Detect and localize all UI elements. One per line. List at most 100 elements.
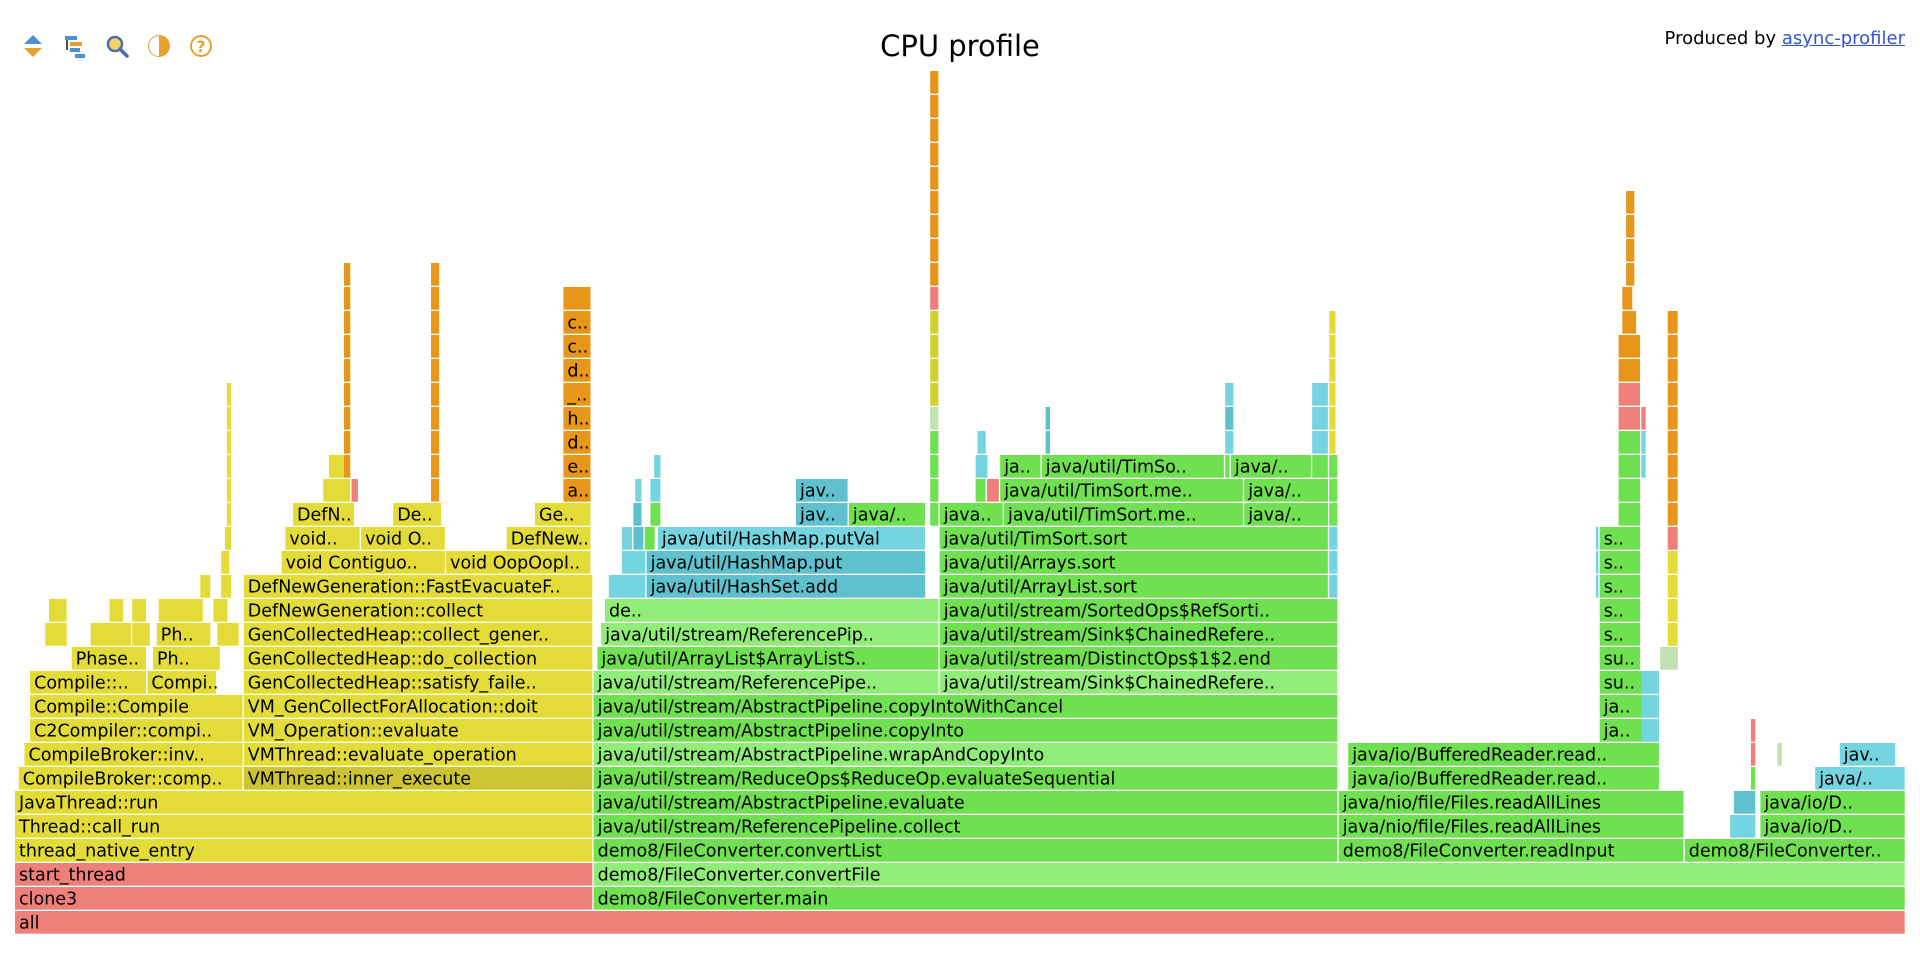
frame-rect[interactable] bbox=[1595, 551, 1599, 574]
frame-rect[interactable] bbox=[593, 695, 1338, 718]
frame-rect[interactable] bbox=[49, 599, 67, 622]
frame-rect[interactable] bbox=[535, 503, 591, 526]
frame-rect[interactable] bbox=[344, 431, 351, 454]
frame-rect[interactable] bbox=[597, 647, 939, 670]
frame[interactable] bbox=[1641, 719, 1659, 742]
frame-rect[interactable] bbox=[563, 287, 591, 310]
frame-rect[interactable] bbox=[243, 647, 593, 670]
frame-rect[interactable] bbox=[431, 287, 440, 310]
frame[interactable] bbox=[226, 407, 232, 430]
frame-rect[interactable] bbox=[1760, 791, 1905, 814]
frame[interactable]: java.. bbox=[939, 503, 1003, 526]
frame[interactable]: VM_GenCollectForAllocation::doit bbox=[243, 695, 593, 718]
frame[interactable] bbox=[1667, 455, 1678, 478]
frame[interactable]: java/util/TimSort.sort bbox=[939, 527, 1328, 550]
frame-rect[interactable] bbox=[344, 335, 351, 358]
frame-rect[interactable] bbox=[939, 527, 1328, 550]
frame-rect[interactable] bbox=[930, 215, 939, 238]
frame[interactable] bbox=[344, 407, 351, 430]
frame[interactable] bbox=[431, 359, 440, 382]
frame-rect[interactable] bbox=[281, 551, 445, 574]
frame[interactable] bbox=[930, 359, 939, 382]
frame-rect[interactable] bbox=[1000, 455, 1041, 478]
frame[interactable] bbox=[344, 263, 351, 286]
frame[interactable] bbox=[200, 575, 211, 598]
frame[interactable]: GenCollectedHeap::do_collection bbox=[243, 647, 593, 670]
frame[interactable] bbox=[217, 623, 239, 646]
frame[interactable]: java/util/HashMap.putVal bbox=[657, 527, 926, 550]
frame-rect[interactable] bbox=[633, 503, 642, 526]
frame-rect[interactable] bbox=[446, 551, 591, 574]
frame-rect[interactable] bbox=[1329, 431, 1336, 454]
frame[interactable]: java/util/HashMap.put bbox=[646, 551, 926, 574]
frame[interactable]: jav.. bbox=[796, 479, 848, 502]
frame[interactable]: java/util/stream/Sink$ChainedRefere.. bbox=[939, 623, 1338, 646]
frame-rect[interactable] bbox=[1626, 239, 1635, 262]
frame[interactable] bbox=[1329, 407, 1336, 430]
frame-rect[interactable] bbox=[393, 503, 442, 526]
frame[interactable] bbox=[1667, 503, 1678, 526]
frame[interactable] bbox=[633, 503, 642, 526]
frame[interactable] bbox=[975, 455, 988, 478]
frame[interactable]: void OopOopI.. bbox=[446, 551, 591, 574]
frame[interactable] bbox=[1618, 335, 1640, 358]
frame-rect[interactable] bbox=[930, 311, 939, 334]
frame[interactable] bbox=[1641, 695, 1659, 718]
frame-rect[interactable] bbox=[1329, 551, 1338, 574]
frame[interactable] bbox=[1045, 431, 1050, 454]
frame-rect[interactable] bbox=[1815, 767, 1905, 790]
frame[interactable]: CompileBroker::comp.. bbox=[18, 767, 243, 790]
frame-rect[interactable] bbox=[1667, 599, 1678, 622]
frame[interactable]: ja.. bbox=[1000, 455, 1041, 478]
frame[interactable]: de.. bbox=[605, 599, 939, 622]
frame-rect[interactable] bbox=[506, 527, 591, 550]
frame-rect[interactable] bbox=[344, 311, 351, 334]
frame-rect[interactable] bbox=[1622, 287, 1633, 310]
frame[interactable]: d.. bbox=[563, 431, 591, 454]
frame-rect[interactable] bbox=[1599, 623, 1640, 646]
frame[interactable]: su.. bbox=[1599, 647, 1640, 670]
frame[interactable] bbox=[1595, 575, 1599, 598]
frame-rect[interactable] bbox=[1733, 791, 1756, 814]
frame-rect[interactable] bbox=[1599, 575, 1640, 598]
frame[interactable] bbox=[1618, 479, 1640, 502]
frame-rect[interactable] bbox=[1225, 431, 1234, 454]
frame-rect[interactable] bbox=[1599, 599, 1640, 622]
contrast-icon[interactable] bbox=[146, 33, 172, 59]
frame[interactable] bbox=[1595, 527, 1599, 550]
frame-rect[interactable] bbox=[1244, 503, 1328, 526]
frame-rect[interactable] bbox=[30, 719, 243, 742]
frame[interactable]: java/.. bbox=[848, 503, 926, 526]
frame[interactable] bbox=[1626, 191, 1635, 214]
frame-rect[interactable] bbox=[593, 791, 1338, 814]
frame[interactable] bbox=[1667, 311, 1678, 334]
frame-rect[interactable] bbox=[243, 743, 593, 766]
frame[interactable] bbox=[930, 431, 939, 454]
frame[interactable]: java/util/stream/AbstractPipeline.wrapAn… bbox=[593, 743, 1338, 766]
frame[interactable]: java/util/ArrayList$ArrayListS.. bbox=[597, 647, 939, 670]
frame[interactable]: java/util/stream/ReferencePip.. bbox=[601, 623, 939, 646]
frame[interactable]: java/nio/file/Files.readAllLines bbox=[1338, 791, 1684, 814]
frame-rect[interactable] bbox=[431, 479, 440, 502]
frame[interactable]: java/util/HashSet.add bbox=[646, 575, 926, 598]
frame-rect[interactable] bbox=[226, 479, 232, 502]
frame-rect[interactable] bbox=[45, 623, 67, 646]
frame[interactable] bbox=[1225, 407, 1234, 430]
frame-rect[interactable] bbox=[224, 527, 232, 550]
frame-rect[interactable] bbox=[987, 479, 999, 502]
frame-rect[interactable] bbox=[1839, 743, 1896, 766]
frame-rect[interactable] bbox=[930, 359, 939, 382]
frame[interactable]: Ge.. bbox=[535, 503, 591, 526]
frame-rect[interactable] bbox=[939, 503, 1003, 526]
frame[interactable] bbox=[1667, 551, 1678, 574]
frame[interactable] bbox=[987, 479, 999, 502]
frame[interactable] bbox=[930, 215, 939, 238]
frame-rect[interactable] bbox=[635, 479, 642, 502]
frame-rect[interactable] bbox=[593, 815, 1338, 838]
frame-rect[interactable] bbox=[1244, 479, 1328, 502]
frame-rect[interactable] bbox=[930, 287, 939, 310]
frame-rect[interactable] bbox=[930, 95, 939, 118]
frame-rect[interactable] bbox=[593, 671, 939, 694]
frame-rect[interactable] bbox=[563, 383, 591, 406]
frame-rect[interactable] bbox=[1329, 407, 1336, 430]
